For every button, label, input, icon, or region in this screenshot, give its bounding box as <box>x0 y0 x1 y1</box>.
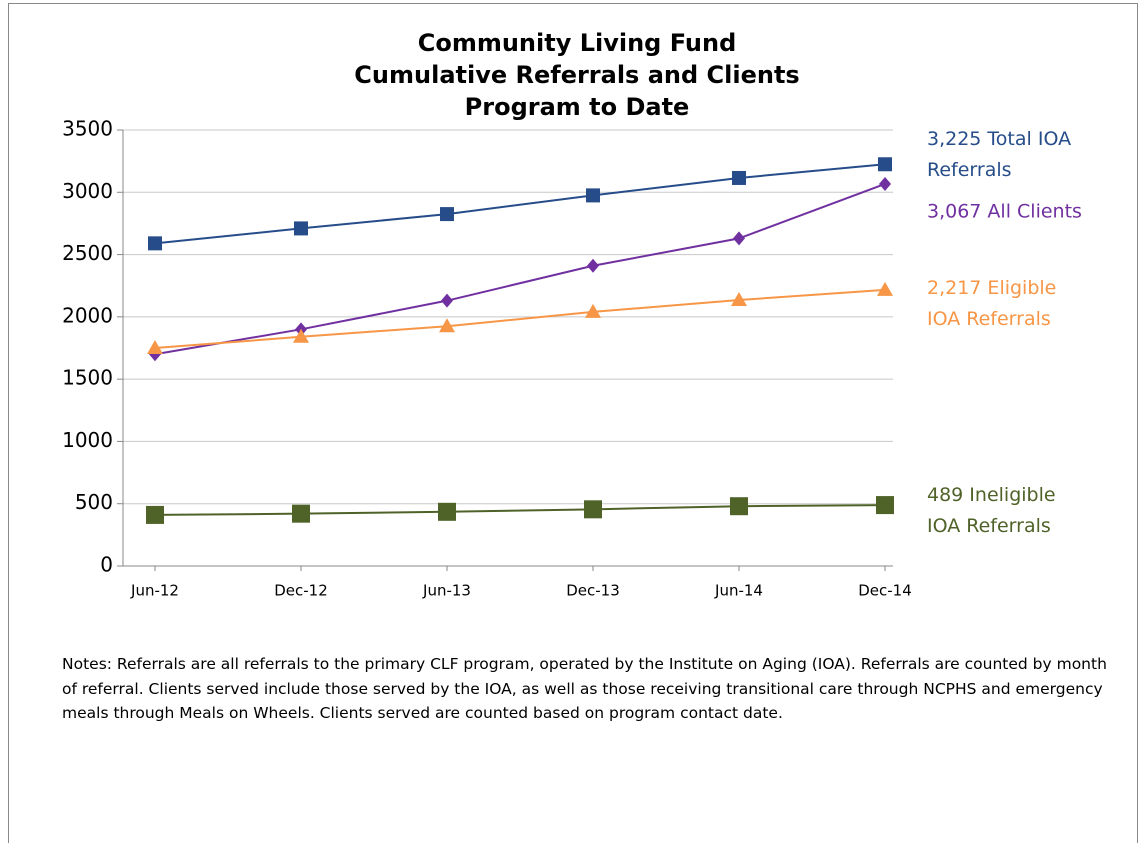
marker <box>148 236 162 251</box>
marker <box>584 500 602 519</box>
marker <box>441 293 453 308</box>
chart-title: Cumulative Referrals and Clients <box>354 61 799 89</box>
marker <box>294 221 308 236</box>
series-line <box>154 288 886 349</box>
x-tick-label: Dec-12 <box>274 582 328 600</box>
series-label: Referrals <box>927 159 1012 181</box>
x-tick-label: Jun-13 <box>422 582 471 600</box>
chart-title: Community Living Fund <box>418 29 737 57</box>
marker <box>293 328 309 343</box>
marker <box>147 340 163 354</box>
x-tick-label: Dec-14 <box>858 582 912 600</box>
x-tick-label: Jun-14 <box>714 582 763 600</box>
marker <box>438 502 456 521</box>
frame <box>8 3 1138 843</box>
x-tick-label: Jun-12 <box>130 582 179 600</box>
y-tick-label: 2500 <box>62 241 113 265</box>
y-tick-label: 3500 <box>62 117 113 141</box>
series-label: IOA Referrals <box>927 308 1051 330</box>
series-line <box>154 504 886 516</box>
marker <box>440 207 454 222</box>
chart-title: Program to Date <box>465 93 690 121</box>
x-tick-label: Dec-13 <box>566 582 620 600</box>
marker <box>586 188 600 203</box>
y-tick-label: 500 <box>75 490 113 514</box>
series-line <box>154 163 886 245</box>
marker <box>876 496 894 515</box>
series-label: 489 Ineligible <box>927 484 1056 506</box>
y-tick-label: 1000 <box>62 428 113 452</box>
series-label: 3,067 All Clients <box>927 201 1082 223</box>
series-label: IOA Referrals <box>927 515 1051 537</box>
notes: Notes: Referrals are all referrals to th… <box>62 655 1107 722</box>
y-tick-label: 2000 <box>62 303 113 327</box>
y-tick-label: 0 <box>100 553 113 577</box>
marker <box>879 176 891 191</box>
marker <box>877 281 893 296</box>
marker <box>292 504 310 523</box>
y-tick-label: 3000 <box>62 179 113 203</box>
marker <box>733 231 745 246</box>
series-label: 3,225 Total IOA <box>927 128 1071 150</box>
marker <box>730 497 748 516</box>
series-line <box>154 183 886 356</box>
marker <box>587 258 599 273</box>
marker <box>146 505 164 524</box>
marker <box>585 303 601 318</box>
marker <box>878 157 892 172</box>
marker <box>439 318 455 333</box>
marker <box>732 170 746 185</box>
series-label: 2,217 Eligible <box>927 277 1056 299</box>
y-tick-label: 1500 <box>62 366 113 390</box>
marker <box>731 292 747 307</box>
